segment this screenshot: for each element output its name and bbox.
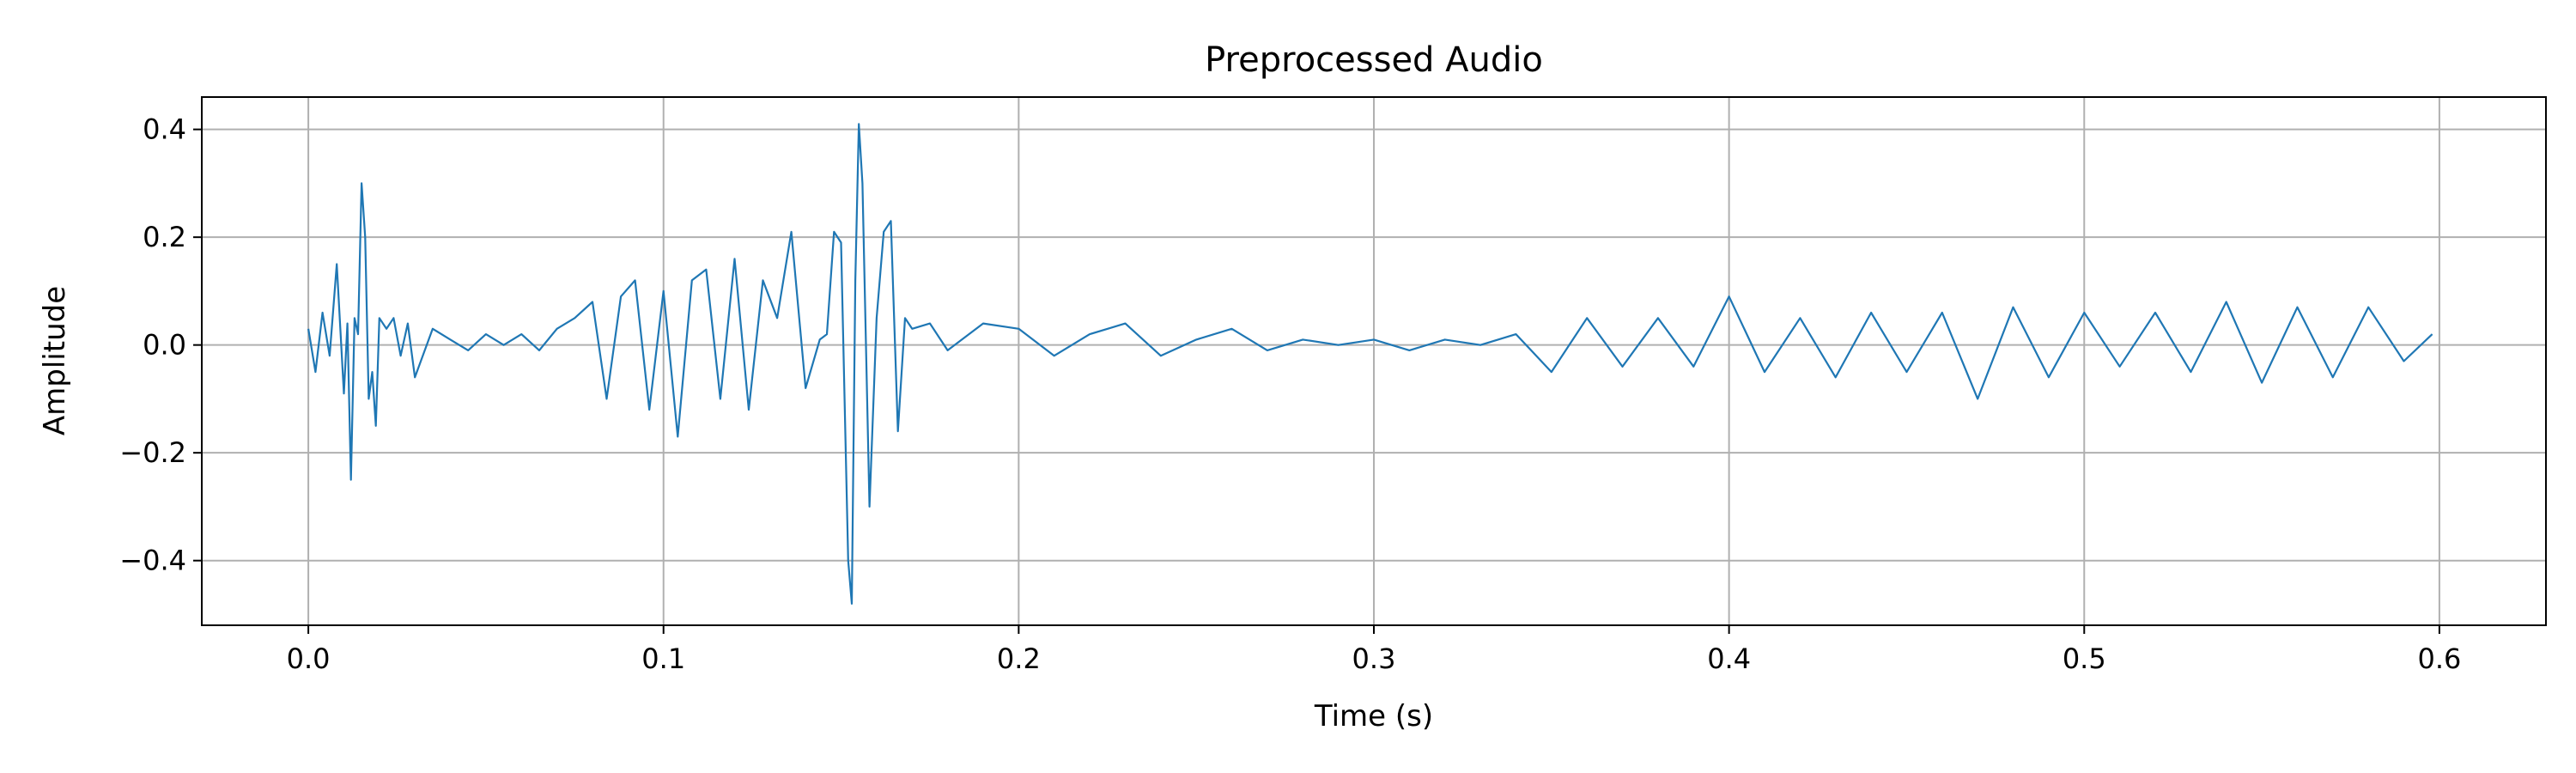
y-tick-label: 0.4 xyxy=(143,113,186,146)
x-tick-label: 0.6 xyxy=(2417,642,2461,675)
x-axis-ticks: 0.0 0.1 0.2 0.3 0.4 0.5 0.6 xyxy=(287,625,2461,675)
waveform-line xyxy=(307,123,2433,606)
x-tick-label: 0.0 xyxy=(287,642,331,675)
x-axis-label: Time (s) xyxy=(1314,699,1433,733)
y-axis-label: Amplitude xyxy=(38,286,72,435)
x-tick-label: 0.5 xyxy=(2063,642,2106,675)
y-tick-label: −0.4 xyxy=(119,545,186,577)
x-tick-label: 0.4 xyxy=(1707,642,1751,675)
y-axis-ticks: −0.4 −0.2 0.0 0.2 0.4 xyxy=(119,113,202,577)
series-layer xyxy=(307,123,2433,606)
grid-lines xyxy=(202,97,2546,625)
chart-title: Preprocessed Audio xyxy=(1205,40,1543,80)
y-tick-label: −0.2 xyxy=(119,436,186,469)
y-tick-label: 0.2 xyxy=(143,221,186,253)
y-tick-label: 0.0 xyxy=(143,329,186,362)
x-tick-label: 0.2 xyxy=(997,642,1041,675)
x-tick-label: 0.1 xyxy=(641,642,685,675)
x-tick-label: 0.3 xyxy=(1352,642,1396,675)
